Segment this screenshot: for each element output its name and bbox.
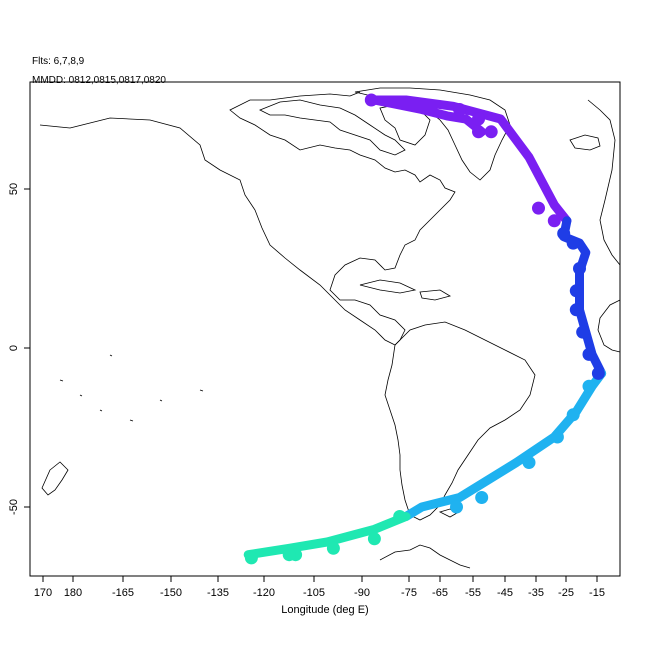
x-tick-label: 170: [34, 587, 52, 599]
plot-frame: [29, 81, 621, 577]
dates-label: MMDD: 0812,0815,0817,0820: [32, 75, 166, 86]
x-tick-label: -35: [528, 587, 544, 599]
track-marker: [550, 430, 564, 444]
x-tick-label: -165: [112, 587, 134, 599]
track-marker: [475, 491, 489, 504]
flight-markers: [244, 93, 605, 565]
x-tick-label: -90: [354, 587, 370, 599]
track-marker: [532, 201, 545, 215]
track-marker: [557, 227, 571, 240]
antarctica-fragments: [379, 544, 471, 569]
y-axis-ticks: [24, 188, 30, 508]
x-tick-label: -25: [558, 587, 574, 599]
cuba-coast: [359, 279, 417, 294]
iceland-coast: [569, 134, 601, 151]
x-tick-label: -65: [432, 587, 448, 599]
track-marker: [582, 347, 596, 361]
x-tick-label: -135: [207, 587, 229, 599]
track-marker: [566, 408, 580, 422]
x-axis-ticks: [42, 576, 598, 582]
track-marker: [367, 532, 381, 546]
flight-tracks: [243, 95, 607, 560]
track-marker: [472, 112, 485, 126]
track-marker: [591, 366, 605, 380]
europe-edge: [587, 99, 621, 266]
track-marker: [573, 262, 586, 275]
arctic-islands: [259, 99, 406, 156]
track-marker: [393, 510, 407, 523]
flight-track-segment-3: [401, 368, 607, 521]
africa-edge: [597, 299, 621, 353]
track-marker: [450, 500, 463, 514]
flight-track-segment-4: [243, 512, 411, 560]
track-marker: [566, 236, 580, 250]
track-marker: [282, 548, 296, 562]
flight-track-segment-1: [369, 95, 572, 226]
north-america-coast: [39, 91, 456, 346]
x-axis-label: Longitude (deg E): [281, 604, 369, 616]
x-tick-labels: 170 180 -165 -150 -135 -120 -105 -90 -75 -65 -55 -4…: [34, 587, 605, 599]
track-marker: [326, 541, 340, 555]
track-marker: [364, 93, 378, 107]
x-tick-label: -45: [497, 587, 513, 599]
x-tick-label: 180: [64, 587, 82, 599]
x-tick-label: -120: [253, 587, 275, 599]
flights-label: Flts: 6,7,8,9: [32, 56, 85, 67]
y-tick-label: 50: [8, 183, 20, 195]
y-tick-label: 0: [8, 345, 20, 351]
y-tick-label: -50: [8, 499, 20, 515]
x-tick-label: -15: [589, 587, 605, 599]
new-zealand-coast: [41, 461, 69, 496]
x-tick-label: -150: [160, 587, 182, 599]
x-tick-label: -105: [303, 587, 325, 599]
track-marker: [472, 125, 485, 139]
track-marker: [453, 103, 467, 116]
x-tick-label: -55: [465, 587, 481, 599]
pacific-islands: [59, 354, 204, 422]
track-marker: [569, 284, 583, 298]
track-marker: [244, 551, 258, 565]
hispaniola-coast: [419, 289, 452, 301]
track-marker: [547, 214, 561, 228]
x-tick-label: -75: [401, 587, 417, 599]
south-america-coast: [384, 321, 536, 521]
y-tick-labels: 50 0 -50: [8, 183, 20, 515]
track-marker: [569, 303, 583, 317]
track-marker: [522, 456, 536, 469]
track-marker: [576, 325, 590, 339]
track-marker: [582, 379, 596, 393]
track-marker: [484, 125, 498, 139]
